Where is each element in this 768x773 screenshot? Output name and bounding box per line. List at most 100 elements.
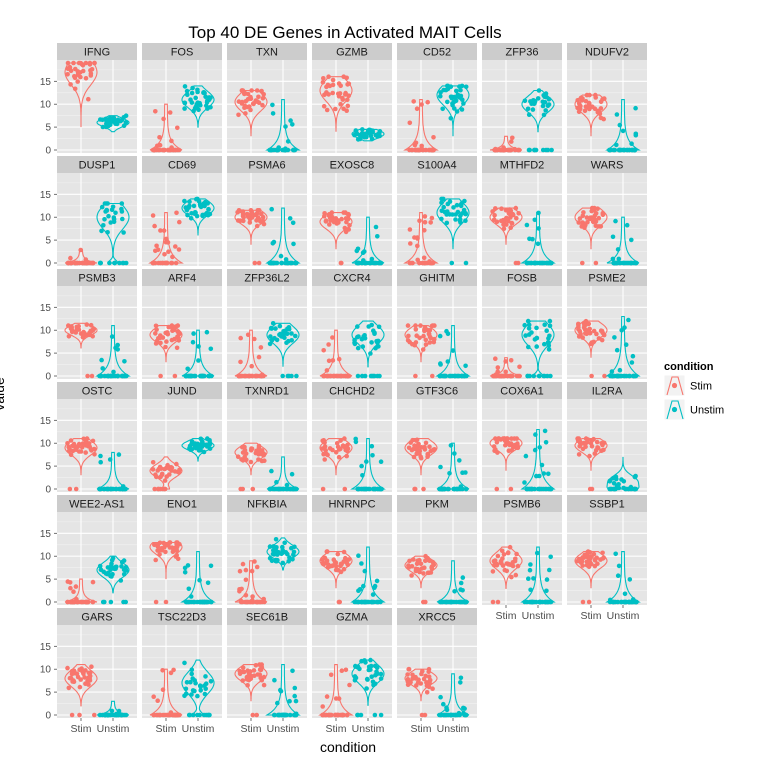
facet-label: GZMB bbox=[336, 47, 368, 59]
data-point-stim bbox=[587, 453, 592, 459]
data-point-unstim bbox=[102, 201, 108, 206]
data-point-stim bbox=[418, 454, 424, 460]
data-point-unstim bbox=[120, 373, 126, 379]
facet-strip bbox=[312, 43, 392, 60]
data-point-unstim bbox=[104, 207, 109, 213]
facet-label: NDUFV2 bbox=[585, 47, 629, 59]
data-point-stim bbox=[150, 213, 156, 218]
panel-background bbox=[397, 399, 477, 492]
data-point-stim bbox=[430, 686, 435, 691]
facet-strip bbox=[142, 608, 222, 625]
y-tick-label: 10 bbox=[40, 439, 52, 450]
data-point-unstim bbox=[459, 107, 465, 112]
data-point-stim bbox=[581, 325, 587, 330]
data-point-stim bbox=[333, 216, 339, 221]
data-point-unstim bbox=[617, 373, 623, 379]
data-point-stim bbox=[490, 569, 496, 574]
data-point-stim bbox=[261, 221, 267, 227]
facet-strip bbox=[482, 382, 562, 399]
data-point-unstim bbox=[273, 537, 279, 542]
data-point-unstim bbox=[188, 216, 194, 221]
data-point-stim bbox=[250, 594, 255, 599]
facet-panel: PSMB3 0 5 10 15 bbox=[40, 269, 137, 383]
data-point-stim bbox=[157, 135, 162, 140]
facet-panel: FOS bbox=[142, 43, 222, 153]
data-point-stim bbox=[152, 260, 158, 266]
data-point-unstim bbox=[290, 557, 295, 562]
data-point-stim bbox=[169, 138, 174, 144]
data-point-stim bbox=[75, 79, 80, 84]
facet-panel: IL2RA bbox=[567, 382, 647, 492]
data-point-unstim bbox=[374, 578, 380, 584]
data-point-unstim bbox=[182, 660, 187, 666]
data-point-unstim bbox=[359, 561, 364, 566]
data-point-unstim bbox=[546, 471, 551, 477]
facet-label: TXNRD1 bbox=[245, 386, 289, 398]
data-point-stim bbox=[427, 340, 433, 345]
data-point-unstim bbox=[357, 587, 363, 592]
data-point-unstim bbox=[438, 464, 443, 470]
data-point-stim bbox=[409, 260, 415, 266]
data-point-stim bbox=[491, 444, 497, 449]
data-point-unstim bbox=[441, 204, 447, 210]
data-point-unstim bbox=[463, 363, 468, 369]
data-point-unstim bbox=[104, 712, 110, 718]
data-point-stim bbox=[412, 486, 417, 492]
data-point-unstim bbox=[443, 599, 449, 605]
data-point-unstim bbox=[615, 247, 621, 252]
data-point-stim bbox=[244, 674, 250, 680]
data-point-stim bbox=[343, 445, 348, 451]
violin-stim bbox=[64, 438, 98, 476]
data-point-unstim bbox=[99, 357, 104, 363]
data-point-unstim bbox=[288, 118, 293, 123]
legend-key-point bbox=[671, 382, 678, 389]
data-point-stim bbox=[241, 214, 246, 220]
data-point-stim bbox=[491, 558, 497, 564]
data-point-unstim bbox=[123, 120, 129, 125]
data-point-unstim bbox=[268, 325, 274, 331]
data-point-unstim bbox=[359, 130, 365, 136]
data-point-stim bbox=[421, 333, 426, 339]
data-point-stim bbox=[240, 678, 245, 683]
data-point-stim bbox=[151, 694, 156, 699]
data-point-unstim bbox=[123, 260, 129, 266]
data-point-stim bbox=[163, 330, 168, 336]
data-point-stim bbox=[169, 465, 175, 471]
data-point-unstim bbox=[183, 686, 189, 692]
violin-stim bbox=[234, 664, 268, 702]
data-point-stim bbox=[172, 469, 178, 474]
data-point-stim bbox=[247, 220, 253, 225]
data-point-unstim bbox=[610, 373, 616, 379]
data-point-unstim bbox=[545, 147, 551, 153]
data-point-unstim bbox=[633, 105, 638, 111]
data-point-unstim bbox=[208, 563, 214, 569]
data-point-stim bbox=[244, 599, 249, 605]
data-point-stim bbox=[153, 147, 159, 152]
data-point-unstim bbox=[115, 373, 121, 379]
data-point-stim bbox=[76, 441, 82, 447]
data-point-stim bbox=[426, 666, 432, 672]
data-point-stim bbox=[514, 216, 519, 221]
data-point-stim bbox=[336, 91, 341, 97]
data-point-unstim bbox=[100, 124, 106, 130]
data-point-unstim bbox=[369, 256, 375, 262]
data-point-stim bbox=[492, 213, 497, 218]
data-point-unstim bbox=[123, 712, 129, 718]
y-tick-label: 5 bbox=[45, 575, 51, 586]
data-point-stim bbox=[516, 211, 521, 216]
data-point-stim bbox=[415, 257, 421, 263]
data-point-unstim bbox=[281, 486, 287, 492]
data-point-unstim bbox=[461, 101, 466, 106]
facet-panel: S100A4 bbox=[397, 156, 477, 266]
data-point-stim bbox=[432, 447, 437, 452]
data-point-stim bbox=[583, 441, 588, 446]
data-point-stim bbox=[333, 696, 339, 701]
data-point-stim bbox=[248, 107, 253, 113]
data-point-stim bbox=[576, 220, 581, 225]
violin-stim bbox=[234, 442, 268, 476]
data-point-unstim bbox=[108, 120, 113, 126]
data-point-unstim bbox=[113, 120, 118, 126]
data-point-stim bbox=[407, 227, 413, 232]
data-point-stim bbox=[427, 259, 432, 264]
data-point-unstim bbox=[352, 132, 357, 138]
